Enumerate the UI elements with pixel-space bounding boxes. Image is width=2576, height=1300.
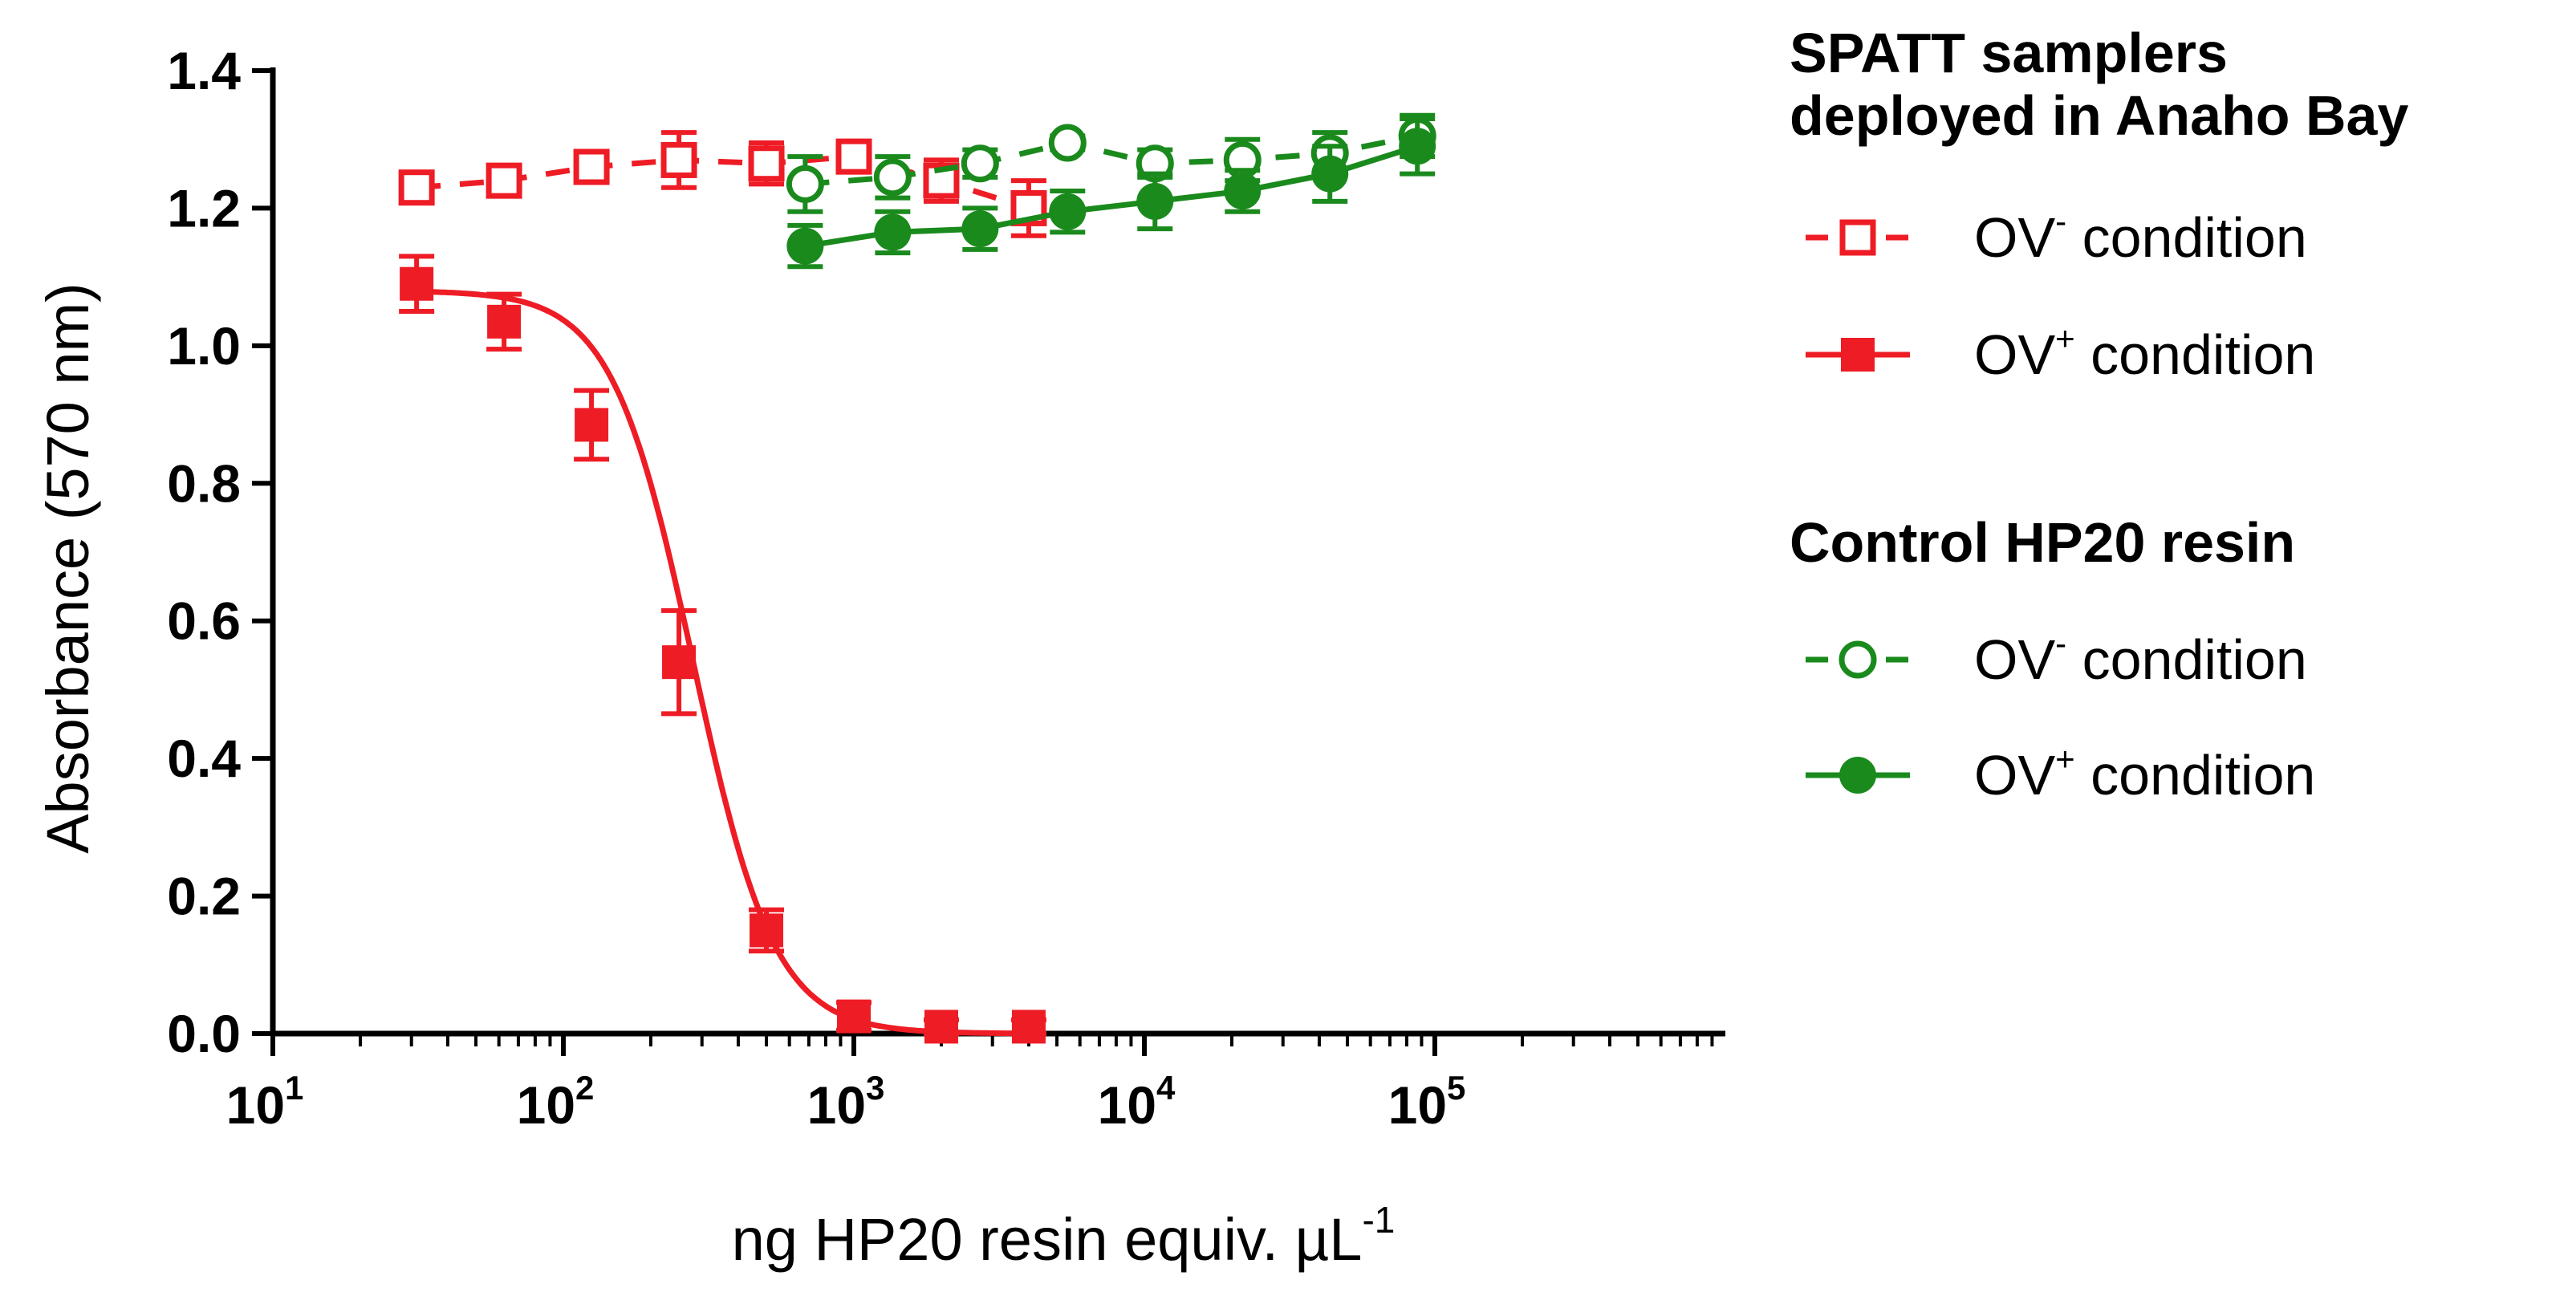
series-2-point (1048, 124, 1087, 162)
y-axis-title: Absorbance (570 nm) (35, 282, 101, 854)
legend-label: OV+ condition (1974, 740, 2315, 806)
series-3-point (961, 210, 999, 248)
x-tick-label: 101 (226, 1069, 304, 1135)
x-tick-label: 104 (1098, 1069, 1176, 1135)
x-tick-label: 103 (807, 1069, 885, 1135)
series-0-point (486, 162, 522, 199)
series-1-point (924, 1010, 958, 1044)
series-0-point (835, 138, 872, 175)
x-axis-title: ng HP20 resin equiv. µL-1 (732, 1199, 1396, 1273)
y-tick-label: 0.4 (167, 729, 241, 788)
legend-group-title-line2: deployed in Anaho Bay (1790, 84, 2408, 147)
series-2-point (786, 165, 824, 203)
series-1-point (487, 304, 522, 339)
series-1-fit-curve (416, 288, 1029, 1037)
series-2-point (873, 158, 912, 197)
series-0-point (660, 141, 697, 178)
series-3-point (786, 227, 824, 265)
series-1-point (400, 266, 434, 301)
series-1-point (750, 913, 784, 948)
y-tick-label: 0.6 (167, 591, 241, 651)
legend-marker (1839, 640, 1877, 679)
series-1-point (575, 408, 609, 442)
series-0-point (398, 169, 435, 206)
series-0-point (573, 148, 610, 185)
legend-marker (1839, 219, 1876, 256)
series-1-point (662, 645, 697, 680)
series-2-point (961, 144, 999, 183)
y-tick-label: 0.2 (167, 867, 241, 926)
x-tick-label: 102 (517, 1069, 595, 1135)
legend-marker (1841, 338, 1875, 372)
legend-label: OV- condition (1974, 202, 2307, 269)
series-3-point (1224, 173, 1262, 209)
x-tick-label: 105 (1388, 1069, 1466, 1135)
legend-marker (1839, 757, 1876, 794)
y-tick-label: 1.4 (167, 41, 241, 100)
series-3-point (1399, 128, 1436, 165)
series-1-point (837, 999, 871, 1034)
legend-label: OV+ condition (1974, 319, 2315, 386)
legend-group-title: Control HP20 resin (1790, 511, 2295, 574)
series-1-point (1011, 1010, 1046, 1044)
y-tick-label: 1.2 (167, 178, 241, 238)
y-tick-label: 0.0 (167, 1004, 241, 1063)
legend-label: OV- condition (1974, 624, 2307, 691)
series-0-point (748, 145, 785, 182)
legend-group-title: SPATT samplers (1790, 22, 2228, 84)
y-tick-label: 1.0 (167, 316, 241, 376)
series-3-point (874, 213, 912, 251)
series-3-point (1049, 193, 1087, 230)
series-3-point (1311, 155, 1349, 193)
y-tick-label: 0.8 (167, 453, 241, 513)
series-3-point (1136, 182, 1174, 220)
